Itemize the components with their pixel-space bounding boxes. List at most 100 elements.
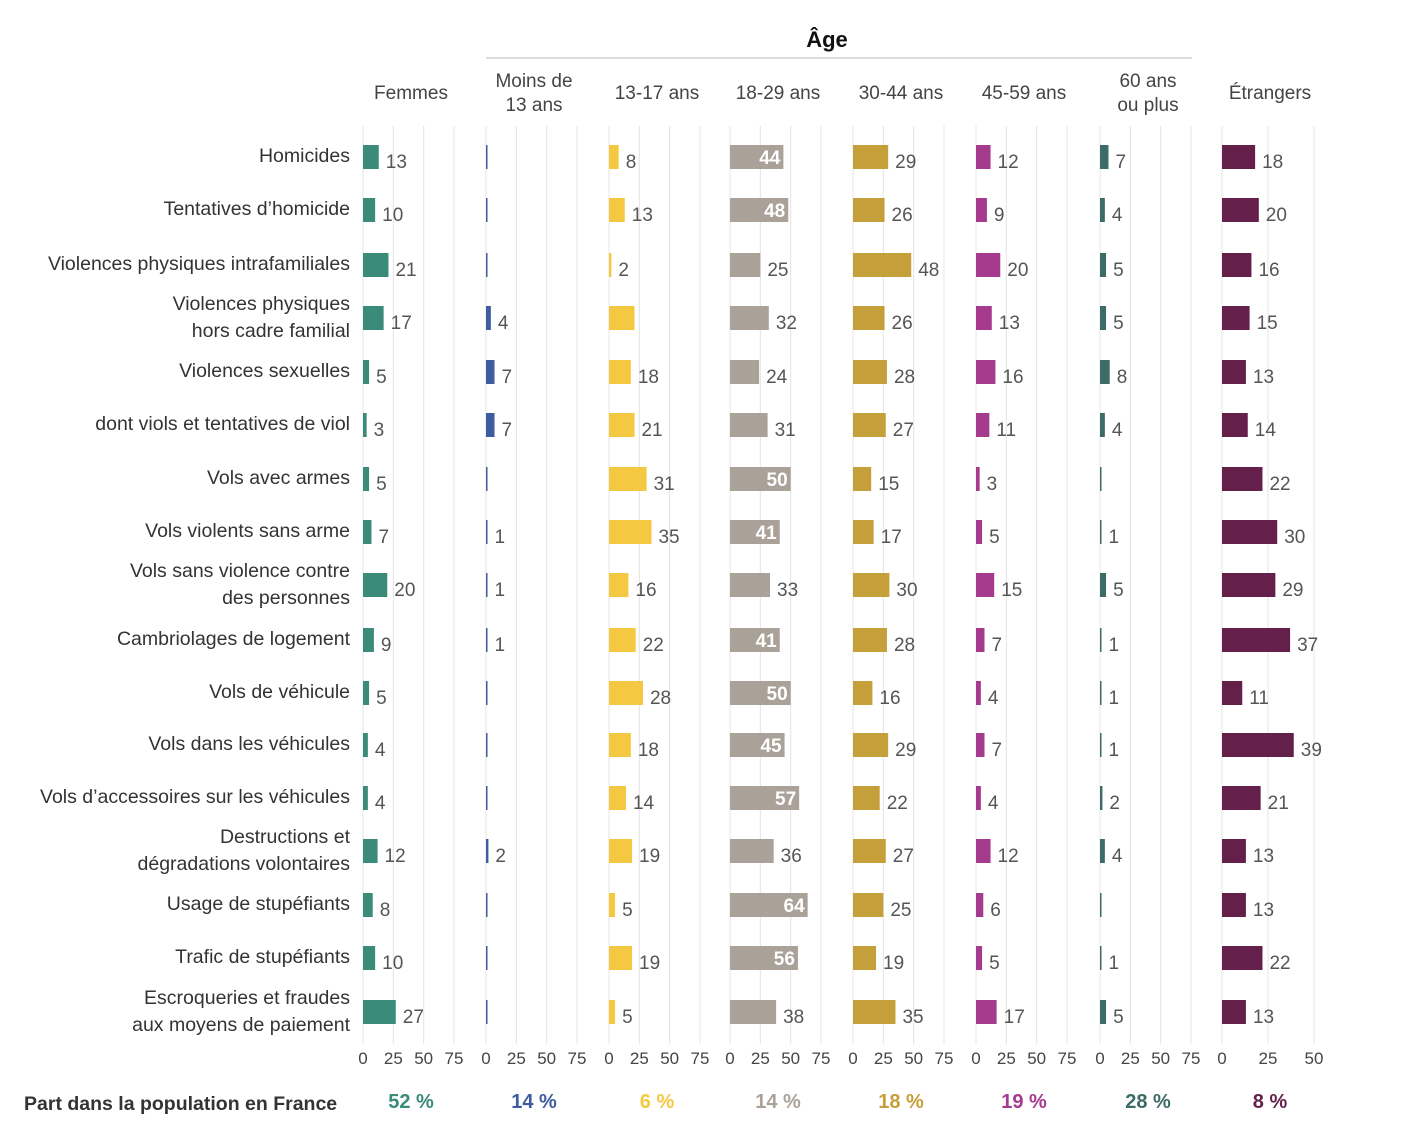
x-tick-label: 25 [751,1049,770,1068]
bar [976,360,996,384]
bar [363,573,388,597]
category-label: Violences physiques intrafamiliales [48,253,350,275]
x-tick-label: 75 [691,1049,710,1068]
bar [609,413,635,437]
column-header: Moins de [495,71,572,92]
x-tick-label: 25 [384,1049,403,1068]
category-label: Escroqueries et fraudes [144,987,350,1009]
data-label: 7 [991,740,1002,761]
bar [363,520,372,544]
data-label: 7 [991,635,1002,656]
bar [1222,520,1278,544]
bar [853,681,873,705]
bar [609,893,616,917]
bar [609,253,612,277]
bar [730,893,808,917]
bar [1222,306,1250,330]
data-label: 30 [1284,527,1305,548]
data-label: 4 [1112,846,1123,867]
data-label: 18 [1262,152,1283,173]
bar [486,681,488,705]
x-tick-label: 75 [568,1049,587,1068]
category-label: dégradations volontaires [138,853,351,875]
x-tick-label: 25 [874,1049,893,1068]
category-label: Tentatives d’homicide [164,198,350,220]
bar [609,360,631,384]
data-label: 36 [781,846,802,867]
data-label: 20 [1007,260,1028,281]
data-label: 41 [756,631,778,652]
bar [853,628,887,652]
bar [1222,360,1246,384]
bar [609,306,635,330]
data-label: 29 [1282,580,1303,601]
data-label: 13 [1253,900,1274,921]
data-label: 5 [1113,313,1124,334]
bar [976,413,990,437]
data-label: 1 [1109,527,1120,548]
data-label: 27 [403,1007,424,1028]
x-tick-label: 0 [1217,1049,1226,1068]
bar [1222,786,1261,810]
bar [853,413,886,437]
category-label: Vols dans les véhicules [148,733,350,755]
bar [853,893,884,917]
data-label: 2 [618,260,629,281]
bar [853,839,886,863]
bar [609,467,647,491]
x-tick-label: 50 [660,1049,679,1068]
column-header: 18-29 ans [736,83,821,104]
data-label: 25 [890,900,911,921]
bar [976,573,995,597]
data-label: 1 [495,527,506,548]
bar [363,786,368,810]
bar [609,946,633,970]
bar [1222,467,1263,491]
bar [853,786,880,810]
bar [853,573,890,597]
bar [363,946,376,970]
column-header: 45-59 ans [982,83,1067,104]
category-label: Vols d’accessoires sur les véhicules [40,786,350,808]
bar [1222,893,1246,917]
data-label: 1 [495,635,506,656]
x-tick-label: 0 [358,1049,367,1068]
data-label: 4 [375,793,386,814]
data-label: 1 [1109,688,1120,709]
bar [486,1000,488,1024]
data-label: 4 [1112,205,1123,226]
bar [976,733,985,757]
category-label: Homicides [259,145,350,167]
data-label: 5 [989,953,1000,974]
data-label: 17 [1004,1007,1025,1028]
bar [1100,1000,1107,1024]
population-share-label: Part dans la population en France [24,1093,337,1115]
category-label: hors cadre familial [192,320,350,342]
bar [976,1000,997,1024]
data-label: 7 [501,367,512,388]
bar [1100,946,1102,970]
data-label: 19 [883,953,904,974]
bar [486,733,488,757]
data-label: 5 [1113,1007,1124,1028]
category-label: Vols de véhicule [209,681,350,703]
data-label: 5 [376,688,387,709]
data-label: 10 [382,205,403,226]
data-label: 50 [767,684,788,705]
data-label: 17 [881,527,902,548]
bar [1222,733,1294,757]
x-tick-label: 0 [604,1049,613,1068]
bar [976,253,1001,277]
population-share-value: 18 % [878,1091,924,1113]
population-share-value: 14 % [755,1091,801,1113]
bar [730,360,760,384]
data-label: 11 [996,420,1016,441]
data-label: 1 [495,580,506,601]
bar [976,893,984,917]
bar [1100,733,1102,757]
bar [486,628,488,652]
bar [486,360,495,384]
data-label: 50 [767,470,788,491]
data-label: 4 [1112,420,1123,441]
